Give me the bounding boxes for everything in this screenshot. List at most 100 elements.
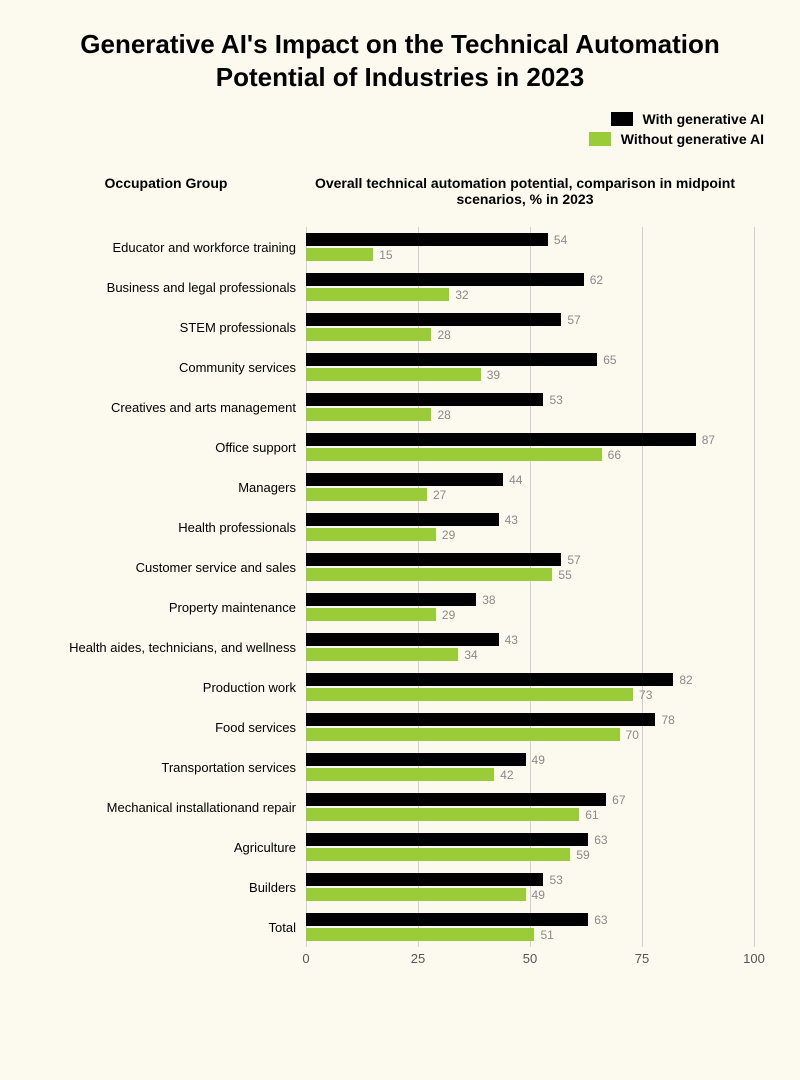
bar-without <box>306 728 620 741</box>
chart: Educator and workforce training Business … <box>26 227 774 981</box>
legend-label-with: With generative AI <box>643 111 765 127</box>
bar-without <box>306 488 427 501</box>
bar-without <box>306 328 431 341</box>
bar-with <box>306 433 696 446</box>
x-tick: 0 <box>302 951 309 966</box>
bar-with <box>306 633 499 646</box>
bar-value-with: 53 <box>549 393 562 407</box>
bar-value-without: 49 <box>532 888 545 902</box>
category-label: Production work <box>26 667 306 707</box>
category-label: Business and legal professionals <box>26 267 306 307</box>
category-label-text: Mechanical installationand repair <box>107 800 296 815</box>
bar-row: 5755 <box>306 547 754 587</box>
bar-value-without: 27 <box>433 488 446 502</box>
bar-value-without: 34 <box>464 648 477 662</box>
bar-without <box>306 368 481 381</box>
bar-row: 38 29 <box>306 587 754 627</box>
category-label: Builders <box>26 867 306 907</box>
plot-area: 5415623257286539532887664427432957553829… <box>306 227 774 981</box>
bar-value-without: 29 <box>442 608 455 622</box>
category-label: Agriculture <box>26 827 306 867</box>
bar-with <box>306 233 548 246</box>
category-label-text: Property maintenance <box>169 600 296 615</box>
category-label: Creatives and arts management <box>26 387 306 427</box>
bar-row: 5728 <box>306 307 754 347</box>
bar-value-without: 32 <box>455 288 468 302</box>
bar-row: 4329 <box>306 507 754 547</box>
bar-with <box>306 673 673 686</box>
bar-value-without: 39 <box>487 368 500 382</box>
bar-row: 43 34 <box>306 627 754 667</box>
category-label: Food services <box>26 707 306 747</box>
category-label-text: Total <box>269 920 296 935</box>
category-label: Managers <box>26 467 306 507</box>
category-label: Transportation services <box>26 747 306 787</box>
bar-row: 67 61 <box>306 787 754 827</box>
bar-value-without: 61 <box>585 808 598 822</box>
bar-value-with: 87 <box>702 433 715 447</box>
x-axis: 0255075100 <box>306 951 754 981</box>
category-label: Educator and workforce training <box>26 227 306 267</box>
category-label: Property maintenance <box>26 587 306 627</box>
bar-without <box>306 648 458 661</box>
bar-value-without: 59 <box>576 848 589 862</box>
category-label-text: Transportation services <box>161 760 296 775</box>
bar-value-without: 70 <box>626 728 639 742</box>
bar-with <box>306 273 584 286</box>
category-label-text: Agriculture <box>234 840 296 855</box>
bar-without <box>306 288 449 301</box>
legend-item-with: With generative AI <box>611 111 765 127</box>
bar-value-without: 66 <box>608 448 621 462</box>
category-label-text: Community services <box>179 360 296 375</box>
bar-value-without: 42 <box>500 768 513 782</box>
gridline <box>754 227 755 947</box>
bar-row: 5328 <box>306 387 754 427</box>
x-tick: 100 <box>743 951 765 966</box>
bar-value-with: 67 <box>612 793 625 807</box>
bar-row: 6359 <box>306 827 754 867</box>
bar-without <box>306 848 570 861</box>
category-label: Health aides, technicians, and wellness <box>26 627 306 667</box>
category-label-text: Food services <box>215 720 296 735</box>
chart-title: Generative AI's Impact on the Technical … <box>26 28 774 93</box>
legend-item-without: Without generative AI <box>589 131 764 147</box>
bar-without <box>306 768 494 781</box>
bar-value-without: 15 <box>379 248 392 262</box>
category-label: Office support <box>26 427 306 467</box>
y-labels: Educator and workforce training Business … <box>26 227 306 981</box>
header-metric: Overall technical automation potential, … <box>306 175 774 207</box>
bar-with <box>306 793 606 806</box>
bar-value-with: 53 <box>549 873 562 887</box>
bar-value-with: 65 <box>603 353 616 367</box>
bar-row: 6232 <box>306 267 754 307</box>
bar-value-with: 78 <box>661 713 674 727</box>
category-label-text: Production work <box>203 680 296 695</box>
bar-row: 53 49 <box>306 867 754 907</box>
category-label-text: Health aides, technicians, and wellness <box>69 640 296 655</box>
bar-value-without: 73 <box>639 688 652 702</box>
bar-row: 8273 <box>306 667 754 707</box>
bar-with <box>306 593 476 606</box>
bar-value-without: 51 <box>540 928 553 942</box>
legend-swatch-without <box>589 132 611 146</box>
bar-value-with: 43 <box>505 633 518 647</box>
bar-value-with: 43 <box>505 513 518 527</box>
bar-without <box>306 528 436 541</box>
category-label-text: Office support <box>215 440 296 455</box>
category-label-text: Business and legal professionals <box>107 280 296 295</box>
category-label: Community services <box>26 347 306 387</box>
bar-with <box>306 513 499 526</box>
bar-value-with: 38 <box>482 593 495 607</box>
bar-value-with: 57 <box>567 553 580 567</box>
bar-without <box>306 608 436 621</box>
bar-value-without: 55 <box>558 568 571 582</box>
x-tick: 75 <box>635 951 649 966</box>
bar-value-with: 54 <box>554 233 567 247</box>
bar-row: 63 51 <box>306 907 754 947</box>
bar-value-with: 57 <box>567 313 580 327</box>
bar-with <box>306 313 561 326</box>
bar-without <box>306 568 552 581</box>
bar-row: 4427 <box>306 467 754 507</box>
legend-swatch-with <box>611 112 633 126</box>
bar-value-with: 63 <box>594 913 607 927</box>
